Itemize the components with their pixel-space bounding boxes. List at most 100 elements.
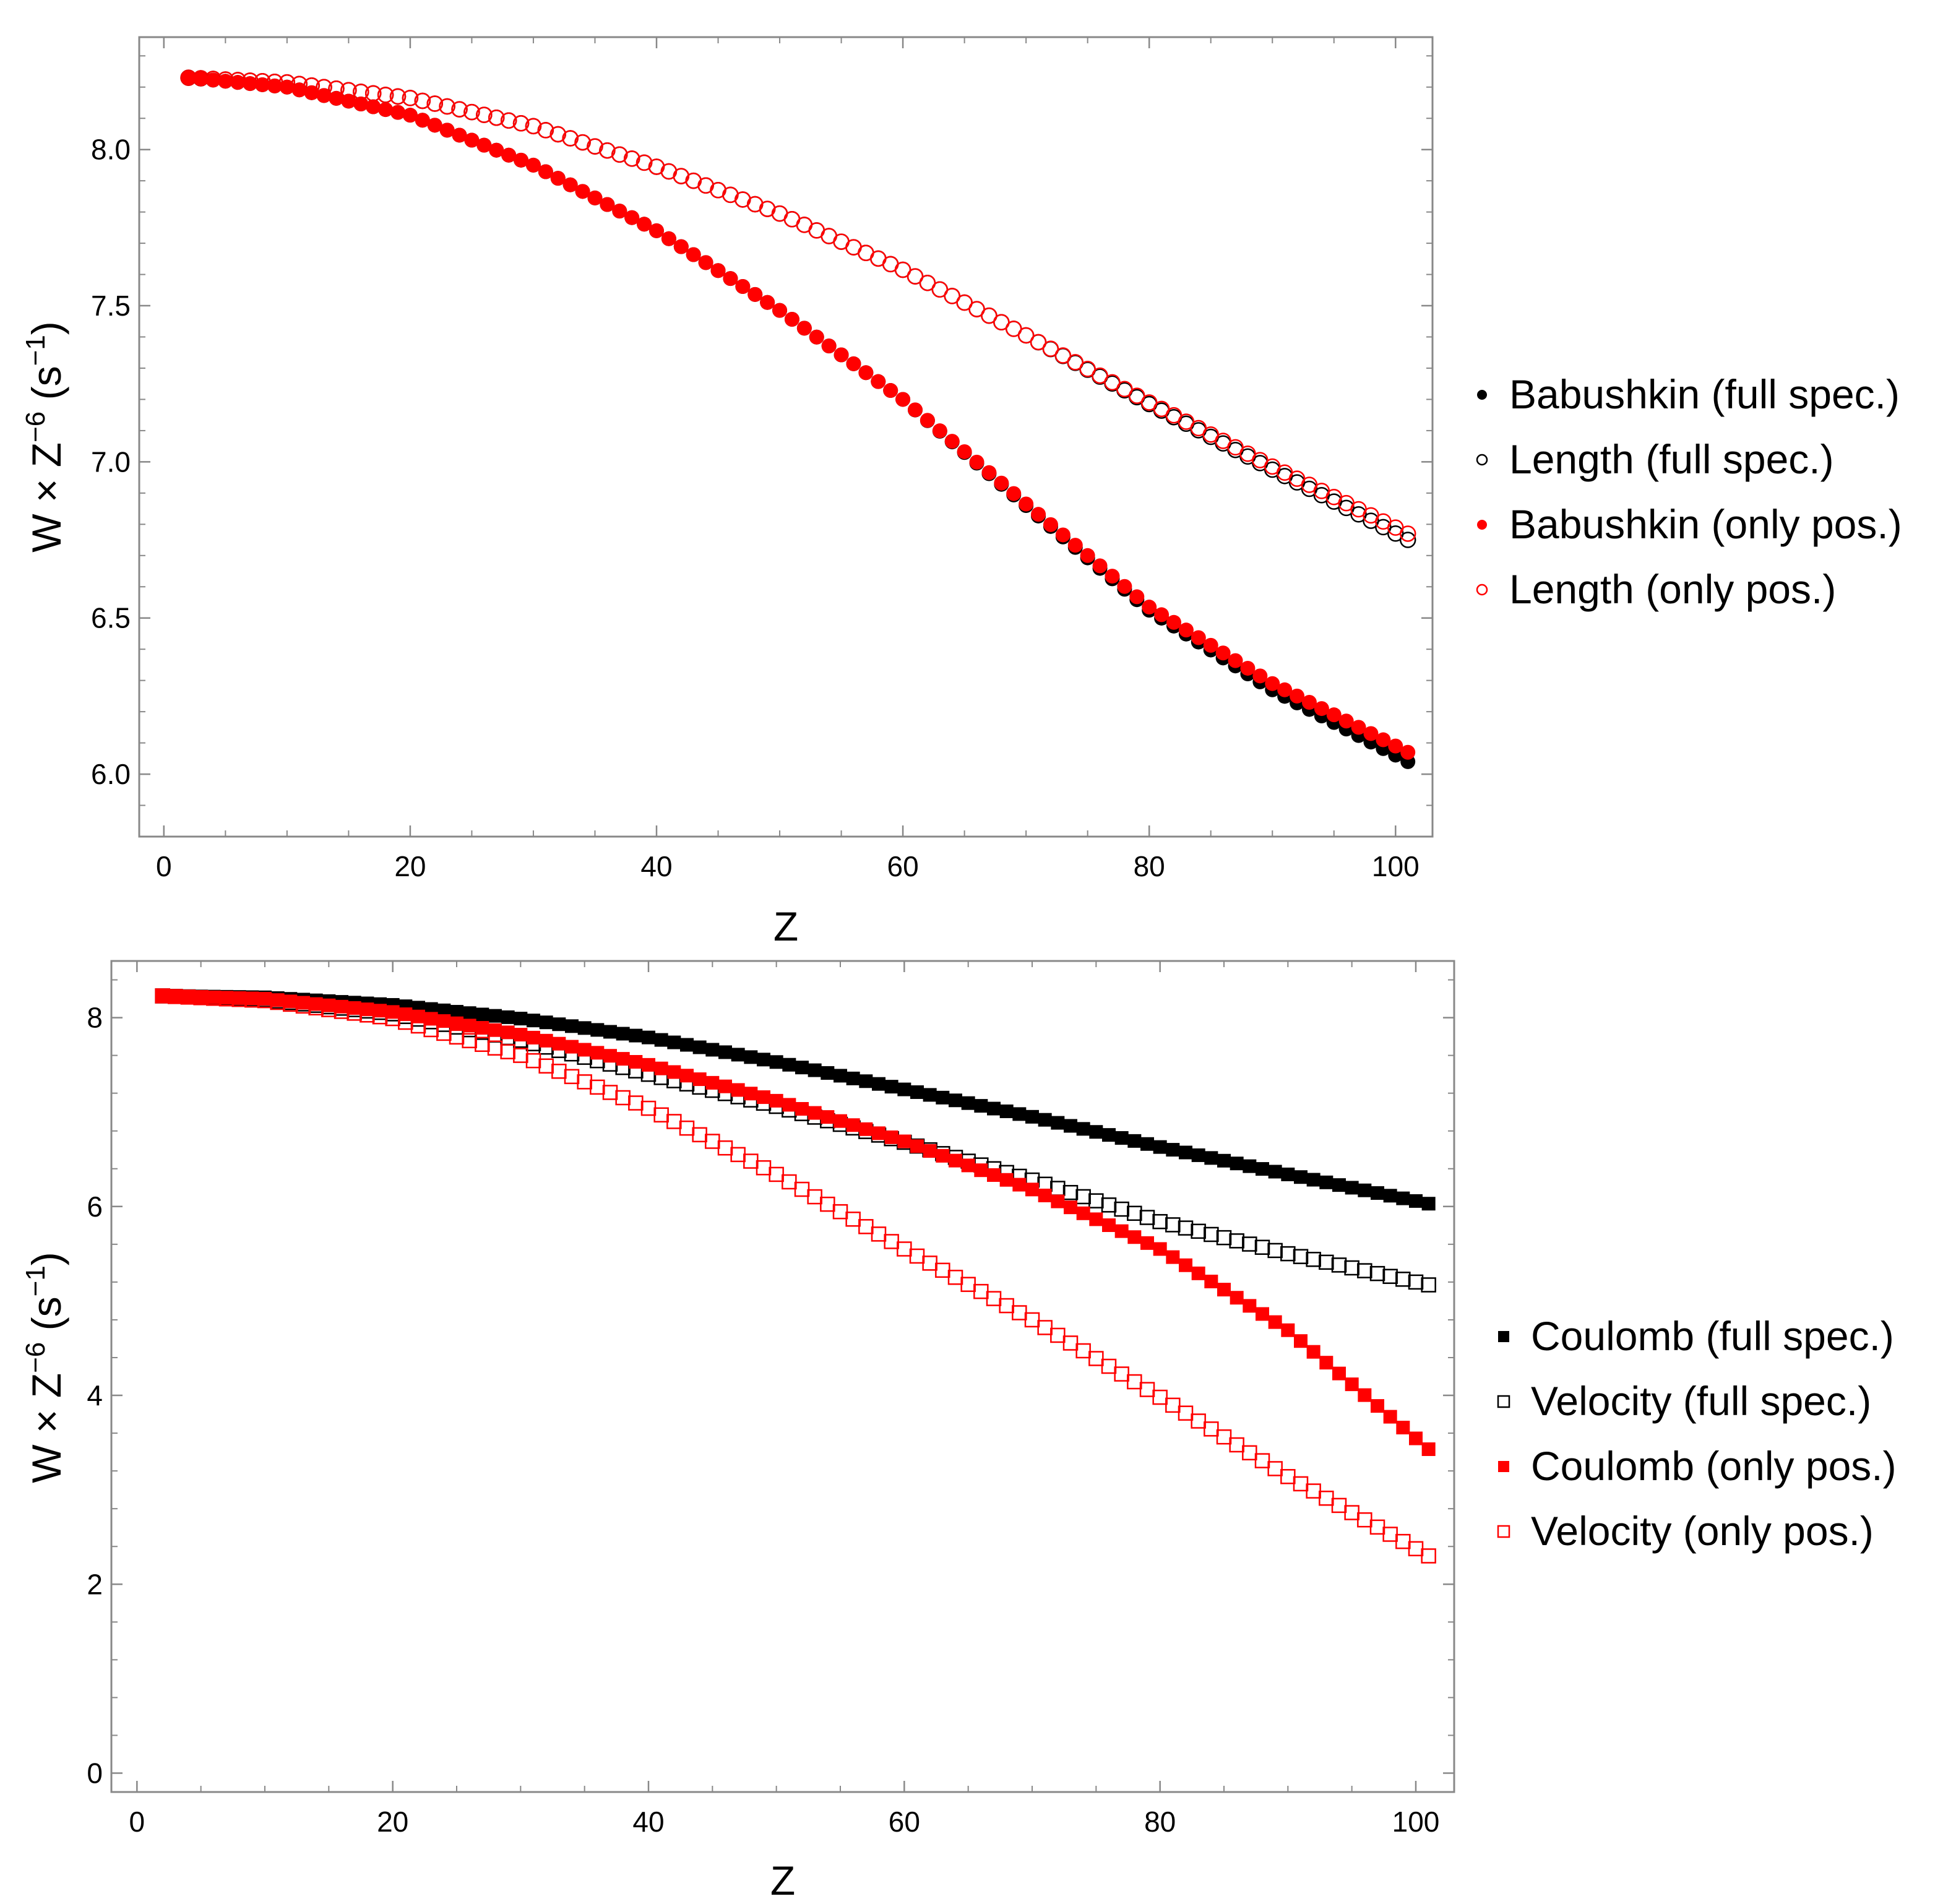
data-point <box>1076 1206 1090 1220</box>
data-point <box>949 1093 962 1108</box>
top-y-tick-label: 6.0 <box>91 758 131 790</box>
data-point <box>1306 1345 1321 1359</box>
data-point <box>552 1036 566 1051</box>
data-point <box>232 991 246 1005</box>
top-x-tick-label: 40 <box>640 850 672 882</box>
data-point <box>500 112 517 129</box>
data-point <box>411 1009 425 1023</box>
data-point <box>735 278 751 294</box>
legend-marker-filled-square-black <box>1498 1331 1509 1342</box>
data-point <box>218 74 233 89</box>
data-point <box>1092 558 1108 574</box>
data-point <box>1105 569 1120 584</box>
data-point <box>1268 1315 1282 1329</box>
legend-item: Babushkin (full spec.) <box>1477 371 1900 417</box>
data-point <box>961 1158 975 1173</box>
data-point <box>1409 1431 1423 1445</box>
legend-item: Velocity (full spec.) <box>1497 1378 1871 1424</box>
bottom-panel: 0 2 4 6 8 0 20 40 60 80 100 Z W × Z−6 (s… <box>20 960 1897 1903</box>
data-point <box>1051 1194 1065 1208</box>
data-point <box>427 118 442 133</box>
top-y-tick-label: 7.5 <box>91 290 131 322</box>
data-point <box>623 150 640 167</box>
data-point <box>590 1079 605 1095</box>
data-point <box>1075 1189 1091 1205</box>
data-point <box>1290 688 1305 704</box>
bottom-y-tick-label: 4 <box>87 1379 103 1411</box>
data-point <box>487 1040 503 1056</box>
data-point <box>475 1007 489 1022</box>
data-point <box>1067 538 1083 553</box>
data-point <box>936 1090 950 1105</box>
data-point <box>680 1069 694 1083</box>
data-point <box>603 1025 617 1039</box>
data-point <box>1351 720 1366 735</box>
data-point <box>872 1126 885 1140</box>
data-point <box>1408 1274 1424 1290</box>
data-point <box>565 1019 579 1033</box>
data-point <box>858 365 874 381</box>
data-point <box>1277 682 1293 697</box>
bottom-x-tick-label: 20 <box>377 1806 408 1838</box>
data-point <box>489 142 504 158</box>
data-point <box>1076 1122 1090 1136</box>
data-point <box>1165 1397 1181 1413</box>
data-point <box>1319 1175 1333 1189</box>
data-point <box>450 1005 463 1019</box>
data-point <box>1025 1109 1039 1124</box>
data-point <box>1345 1377 1359 1392</box>
data-point <box>1114 1366 1129 1382</box>
top-y-tick-label: 7.0 <box>91 446 131 478</box>
data-point <box>1204 1226 1219 1243</box>
data-point <box>981 465 997 480</box>
legend-label: Coulomb (only pos.) <box>1531 1443 1897 1489</box>
bottom-x-tick-label: 80 <box>1144 1806 1176 1838</box>
top-x-tick-label: 20 <box>394 850 426 882</box>
data-point <box>769 1093 783 1108</box>
bottom-legend: Coulomb (full spec.) Velocity (full spec… <box>1497 1313 1897 1554</box>
data-point <box>1281 1167 1295 1181</box>
data-point <box>1127 1205 1142 1221</box>
data-point <box>1114 1201 1129 1217</box>
data-point <box>462 1033 477 1049</box>
data-point <box>513 1048 528 1063</box>
data-point <box>999 1104 1014 1118</box>
data-point <box>731 1048 745 1062</box>
data-point <box>1139 1382 1155 1397</box>
data-point <box>686 247 701 262</box>
data-point <box>514 152 529 168</box>
data-point <box>1062 1335 1079 1351</box>
data-point <box>1256 1307 1269 1321</box>
data-point <box>1025 1182 1039 1197</box>
series-velocity-only-pos <box>155 988 1436 1564</box>
data-point <box>1152 1213 1168 1230</box>
data-point <box>673 239 689 254</box>
data-point <box>718 1045 732 1059</box>
legend-marker-open-circle-black <box>1476 454 1488 466</box>
data-point <box>748 286 763 302</box>
data-point <box>353 97 369 112</box>
data-point <box>476 106 493 123</box>
data-point <box>283 994 298 1009</box>
data-point <box>932 423 947 439</box>
bottom-ticks <box>111 961 1454 1792</box>
data-point <box>539 1033 553 1048</box>
data-point <box>335 999 348 1014</box>
data-point <box>1101 1197 1117 1213</box>
data-point <box>587 138 603 155</box>
bottom-y-tick-label: 0 <box>87 1757 103 1789</box>
top-y-tick-labels: 6.0 6.5 7.0 7.5 8.0 <box>91 134 131 790</box>
data-point <box>1243 1159 1257 1173</box>
data-point <box>910 1139 924 1153</box>
data-point <box>1140 1137 1154 1151</box>
data-point <box>1067 354 1084 371</box>
legend-item: Length (full spec.) <box>1476 436 1834 482</box>
data-point <box>1102 1218 1116 1233</box>
data-point <box>549 126 567 143</box>
bottom-y-axis-label: W × Z−6 (s−1) <box>20 1252 69 1483</box>
data-point <box>1165 1217 1181 1233</box>
data-point <box>1191 1148 1205 1162</box>
data-point <box>602 1085 618 1100</box>
data-point <box>564 1069 580 1085</box>
